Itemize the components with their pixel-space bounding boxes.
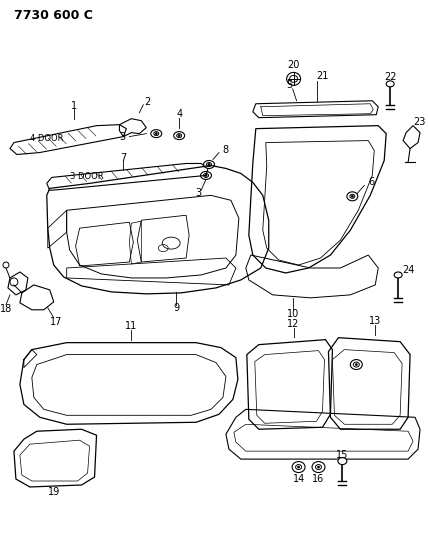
Ellipse shape [178,135,180,136]
Text: 10: 10 [286,309,299,319]
Ellipse shape [174,132,184,140]
Ellipse shape [394,272,402,278]
Ellipse shape [355,364,357,366]
Ellipse shape [287,72,300,85]
Ellipse shape [208,164,210,165]
Text: 3: 3 [195,188,201,198]
Text: 2: 2 [144,97,151,107]
Ellipse shape [292,462,305,473]
Ellipse shape [338,458,347,465]
Ellipse shape [312,462,325,473]
Text: 24: 24 [402,265,414,275]
Ellipse shape [155,133,157,135]
Text: 16: 16 [312,474,324,484]
Text: 15: 15 [336,450,348,460]
Ellipse shape [318,466,320,468]
Text: 23: 23 [413,117,425,127]
Ellipse shape [205,174,207,176]
Text: 13: 13 [369,316,381,326]
Text: 4: 4 [176,109,182,119]
Ellipse shape [151,130,162,138]
Text: 4 DOOR: 4 DOOR [30,134,63,143]
Text: 7: 7 [120,152,127,163]
Text: 11: 11 [125,321,137,330]
Text: 17: 17 [50,317,62,327]
Text: 7730 600 C: 7730 600 C [14,9,93,22]
Text: 6: 6 [368,177,374,188]
Ellipse shape [351,195,354,197]
Text: 12: 12 [288,319,300,329]
Ellipse shape [204,160,214,168]
Ellipse shape [351,360,363,369]
Text: 5: 5 [286,80,293,90]
Text: 1: 1 [71,101,77,111]
Text: 20: 20 [288,60,300,70]
Text: 18: 18 [0,304,12,314]
Text: 19: 19 [48,487,60,497]
Text: 22: 22 [384,72,396,82]
Text: 3 DOOR: 3 DOOR [70,172,103,181]
Ellipse shape [347,192,358,201]
Ellipse shape [386,81,394,87]
Text: 3: 3 [119,132,125,142]
Text: 21: 21 [317,71,329,81]
Text: 9: 9 [173,303,179,313]
Text: 8: 8 [222,144,228,155]
Ellipse shape [297,466,300,468]
Text: 14: 14 [292,474,305,484]
Ellipse shape [201,172,211,180]
